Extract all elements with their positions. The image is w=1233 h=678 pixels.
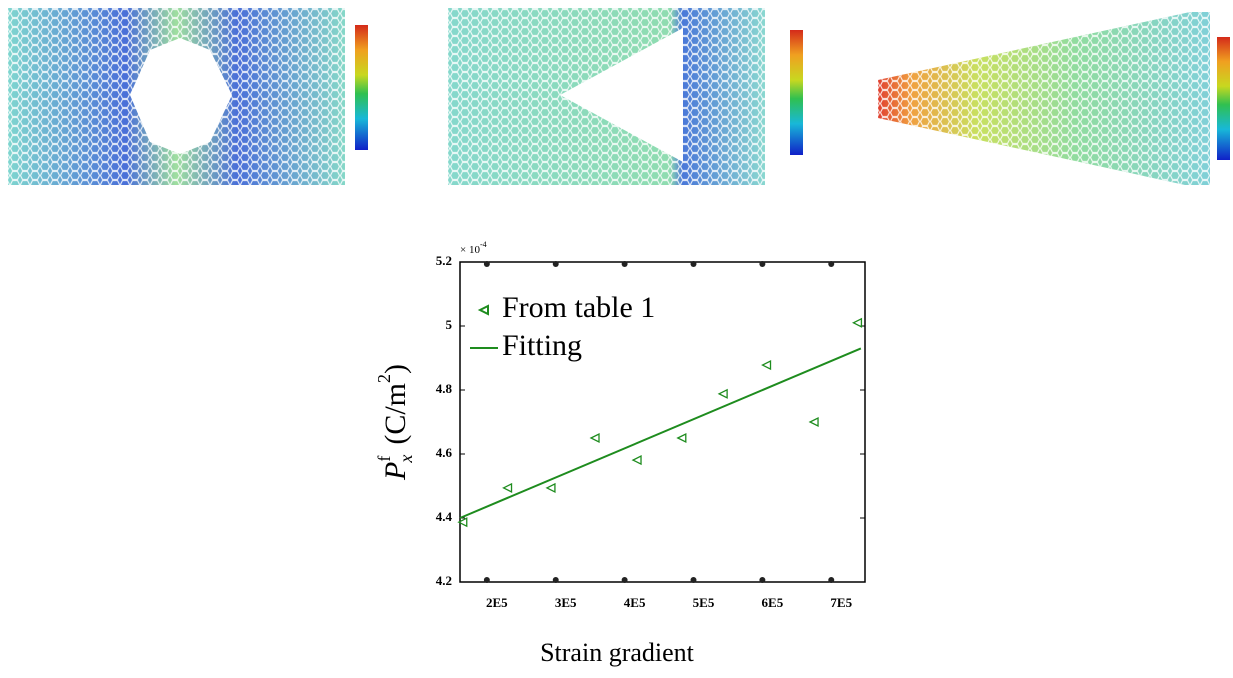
- x-tick: [759, 261, 766, 267]
- multiplier-exponent: -4: [480, 240, 487, 249]
- colorbar: [355, 25, 368, 150]
- x-tick-label: 4E5: [624, 595, 646, 610]
- legend-label: Fitting: [502, 329, 582, 362]
- y-tick-label: 4.8: [436, 381, 453, 396]
- y-label-unit: (C/m: [379, 383, 412, 445]
- x-tick: [621, 577, 628, 583]
- data-point: [457, 517, 468, 528]
- simulation-images: [8, 8, 1230, 185]
- lattice-texture: [878, 12, 1210, 185]
- data-point: [851, 317, 863, 328]
- multiplier-base: × 10: [460, 244, 480, 256]
- x-tick: [828, 261, 835, 267]
- data-point: [502, 482, 513, 493]
- x-tick-label: 5E5: [693, 595, 715, 610]
- hole: [560, 28, 683, 162]
- x-tick: [690, 261, 697, 267]
- y-label-unit-exp: 2: [374, 374, 394, 383]
- legend-label: From table 1: [502, 291, 655, 324]
- x-tick: [621, 261, 628, 267]
- plot-frame: [459, 261, 866, 583]
- x-tick-label: 3E5: [555, 595, 577, 610]
- x-tick: [828, 577, 835, 583]
- data-point: [761, 359, 772, 371]
- y-tick-label: 5: [446, 317, 453, 332]
- data-point: [545, 482, 556, 493]
- y-label-sup: f: [374, 456, 394, 462]
- data-point: [589, 432, 600, 444]
- hole: [130, 38, 232, 154]
- y-label-sub: x: [396, 455, 416, 464]
- y-tick-label: 4.2: [436, 573, 452, 588]
- y-tick-label: 5.2: [436, 253, 452, 268]
- x-tick-label: 2E5: [486, 595, 508, 610]
- legend-marker: [477, 304, 489, 316]
- y-axis-label: Pf x (C/m2): [374, 364, 416, 481]
- y-label-close: ): [379, 364, 412, 374]
- data-point: [808, 416, 819, 428]
- data-point: [631, 455, 642, 466]
- x-tick: [552, 261, 559, 267]
- data-point: [676, 432, 687, 444]
- y-tick-label: 4.4: [436, 509, 453, 524]
- y-label-symbol: P: [379, 462, 412, 481]
- x-tick: [483, 577, 490, 583]
- y-multiplier: × 10-4: [460, 240, 487, 256]
- colorbar: [790, 30, 803, 155]
- y-tick-label: 4.6: [436, 445, 453, 460]
- x-axis-label: Strain gradient: [540, 638, 695, 667]
- x-tick: [552, 577, 559, 583]
- x-tick: [690, 577, 697, 583]
- chart: × 10-4 Strain gradient Pf x (C/m2) 4.2 4.4 4…: [374, 240, 866, 667]
- data-point: [717, 388, 728, 399]
- x-tick: [483, 261, 490, 267]
- x-tick: [759, 577, 766, 583]
- fit-line: [459, 347, 862, 519]
- colorbar: [1217, 37, 1230, 160]
- x-tick-label: 7E5: [830, 595, 852, 610]
- x-tick-label: 6E5: [762, 595, 784, 610]
